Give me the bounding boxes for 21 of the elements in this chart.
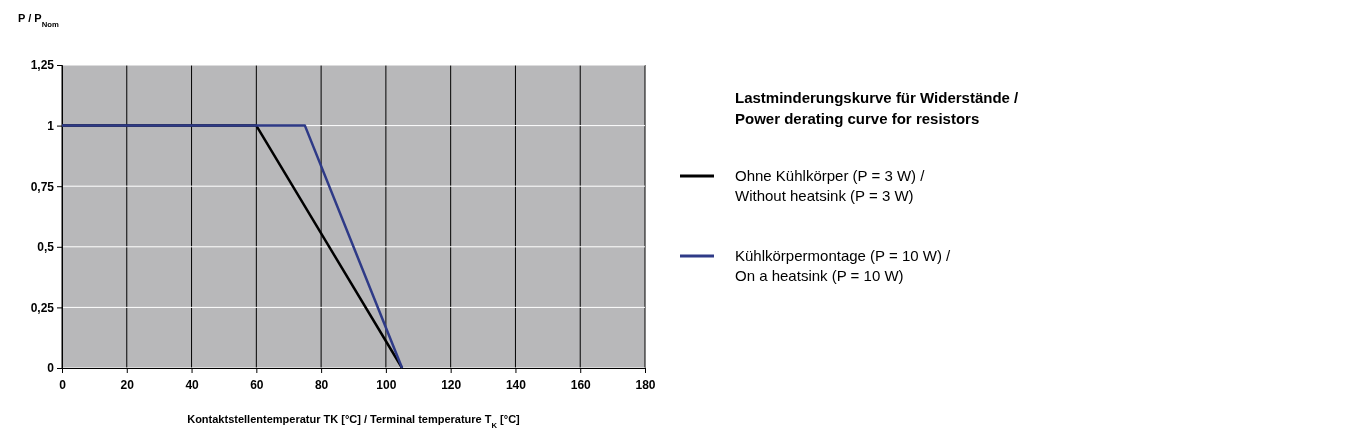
- y-axis-title: P / P$_{Nom}$: [18, 12, 59, 29]
- y-tick-label: 1: [47, 118, 55, 133]
- y-tick-label: 0,25: [30, 300, 55, 315]
- y-tick-label: 0: [47, 361, 55, 376]
- x-tick-label: 20: [120, 378, 135, 393]
- x-tick-label: 160: [570, 378, 592, 393]
- legend-label: Kühlkörpermontage (P = 10 W) / On a heatsink (P = 10 W): [735, 247, 952, 284]
- x-tick-label: 80: [314, 378, 329, 393]
- x-tick-label: 60: [250, 378, 264, 393]
- y-tick-label: 0,5: [37, 240, 55, 255]
- legend-label: Ohne Kühlkörper (P = 3 W) / Without heatsink (P = 3 W): [735, 167, 926, 204]
- x-tick-label: 180: [635, 378, 656, 393]
- x-tick-label: 40: [185, 378, 200, 393]
- x-axis-title: Kontaktstellentemperatur TK [°C] / Terminal temperature T$_{K}$ [°C]: [187, 413, 521, 430]
- x-tick-label: 140: [505, 378, 527, 393]
- x-tick-label: 120: [441, 378, 462, 393]
- legend-title: Lastminderungskurve für Widerstände / Power derating curve for resistors: [735, 89, 1020, 127]
- y-tick-label: 0,75: [30, 179, 55, 194]
- x-tick-label: 0: [59, 378, 67, 393]
- y-tick-label: 1,25: [30, 58, 55, 73]
- x-tick-label: 100: [376, 378, 397, 393]
